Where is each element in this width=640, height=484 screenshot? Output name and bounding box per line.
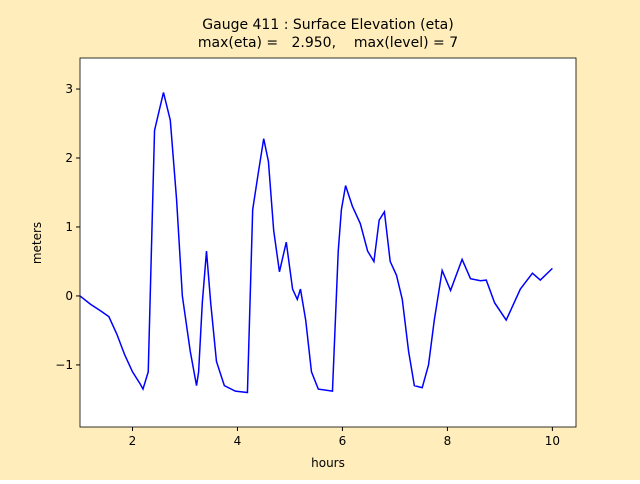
y-tick-label: 3 <box>65 82 73 96</box>
chart-title: Gauge 411 : Surface Elevation (eta) <box>202 17 453 33</box>
plot-frame <box>79 57 577 428</box>
x-tick-label: 10 <box>545 434 560 448</box>
y-axis-label: meters <box>30 222 44 264</box>
x-axis-label: hours <box>311 456 345 470</box>
plot-area <box>80 58 576 427</box>
y-tick-label: 0 <box>65 289 73 303</box>
y-tick-label: −1 <box>55 358 73 372</box>
line-series <box>79 92 553 394</box>
y-tick-label: 1 <box>65 220 73 234</box>
x-tick-label: 2 <box>129 434 137 448</box>
x-tick-label: 6 <box>339 434 347 448</box>
y-tick-label: 2 <box>65 151 73 165</box>
x-tick-label: 4 <box>234 434 242 448</box>
x-tick-label: 8 <box>444 434 452 448</box>
chart-subtitle: max(eta) = 2.950, max(level) = 7 <box>198 35 458 51</box>
